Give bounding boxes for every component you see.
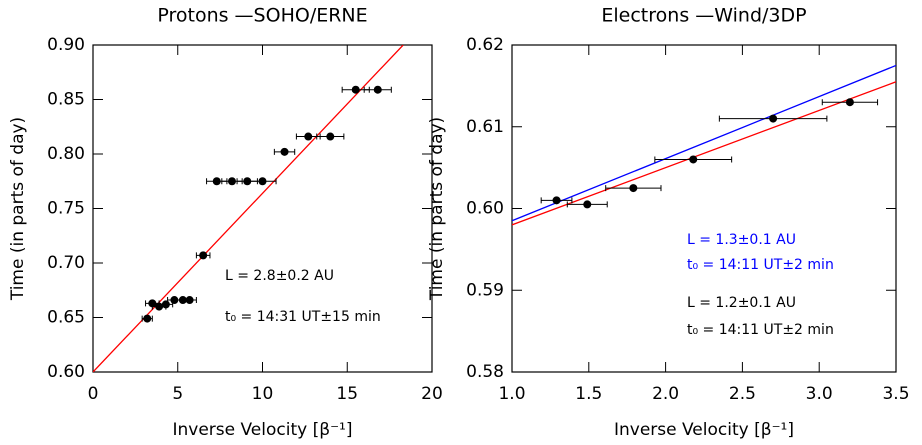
y-tick-label: 0.59 [466,280,504,300]
fit-line [512,81,896,226]
y-tick-label: 0.60 [47,362,85,382]
annotation: t₀ = 14:11 UT±2 min [687,257,834,273]
x-axis-label: Inverse Velocity [β⁻¹] [172,420,352,440]
plot-frame [511,44,897,373]
x-tick-label: 1.5 [575,384,602,404]
x-tick-label: 2.0 [652,384,679,404]
data-point [326,132,335,141]
x-tick-label: 20 [421,384,443,404]
x-tick-label: 10 [252,384,274,404]
data-point [304,132,313,141]
data-point [769,114,778,123]
data-point [373,85,382,94]
y-tick-label: 0.90 [47,35,85,55]
data-point [258,177,267,186]
data-point [143,314,152,323]
y-tick-label: 0.60 [466,199,504,219]
data-point [185,296,194,305]
data-point [845,98,854,107]
y-axis-label: Time (in parts of day) [8,117,28,301]
y-tick-label: 0.85 [47,90,85,110]
data-point [148,299,157,308]
y-tick-label: 0.70 [47,253,85,273]
data-point [351,85,360,94]
annotation: t₀ = 14:31 UT±15 min [225,309,381,325]
fit-line [512,64,896,222]
y-tick-label: 0.65 [47,308,85,328]
x-tick-label: 3.5 [882,384,909,404]
y-tick-label: 0.61 [466,117,504,137]
data-point [629,184,638,193]
plot-frame [92,44,433,373]
data-point [689,155,698,164]
data-point [552,196,561,205]
data-point [227,177,236,186]
y-tick-label: 0.62 [466,35,504,55]
y-tick-label: 0.75 [47,199,85,219]
chart-title: Electrons —Wind/3DP [601,5,806,27]
x-tick-label: 1.0 [498,384,525,404]
annotation: L = 1.2±0.1 AU [687,295,796,311]
x-tick-label: 15 [336,384,358,404]
y-axis-label: Time (in parts of day) [427,117,447,301]
data-point [212,177,221,186]
y-tick-label: 0.80 [47,144,85,164]
x-tick-label: 0 [88,384,99,404]
data-point [161,300,170,309]
data-point [583,200,592,209]
chart-title: Protons —SOHO/ERNE [157,5,367,27]
x-tick-label: 3.0 [806,384,833,404]
annotation: L = 1.3±0.1 AU [687,232,796,248]
x-tick-label: 5 [172,384,183,404]
annotation: t₀ = 14:11 UT±2 min [687,322,834,338]
data-point [280,147,289,156]
data-point [199,251,208,260]
x-tick-label: 2.5 [729,384,756,404]
y-tick-label: 0.58 [466,362,504,382]
annotation: L = 2.8±0.2 AU [225,268,334,284]
x-axis-label: Inverse Velocity [β⁻¹] [614,420,794,440]
